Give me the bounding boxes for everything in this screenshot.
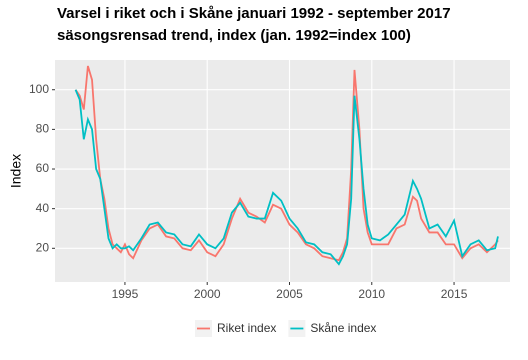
y-tick-label: 20 bbox=[36, 240, 50, 254]
legend-label: Skåne index bbox=[310, 321, 376, 335]
x-tick-label: 2010 bbox=[358, 287, 385, 301]
y-tick-label: 60 bbox=[36, 161, 50, 175]
line bbox=[74, 89, 499, 266]
legend-label: Riket index bbox=[217, 321, 276, 335]
chart-title: Varsel i riket och i Skåne januari 1992 … bbox=[57, 5, 451, 22]
y-tick-label: 40 bbox=[36, 201, 50, 215]
y-axis-label: Index bbox=[8, 154, 24, 188]
chart-subtitle: säsongsrensad trend, index (jan. 1992=in… bbox=[57, 27, 411, 44]
x-tick-label: 2015 bbox=[441, 287, 468, 301]
x-tick-label: 2000 bbox=[194, 287, 221, 301]
y-tick-label: 100 bbox=[29, 82, 49, 96]
x-tick-label: 1995 bbox=[112, 287, 139, 301]
plot-panel bbox=[55, 60, 510, 282]
line bbox=[74, 65, 499, 262]
x-tick-label: 2005 bbox=[276, 287, 303, 301]
y-tick-label: 80 bbox=[36, 122, 50, 136]
